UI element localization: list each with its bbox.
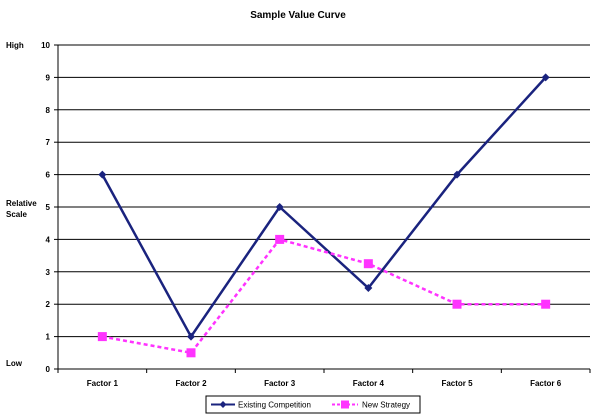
y-tick-label-1: 1 bbox=[46, 333, 51, 342]
side-label-relative: Relative bbox=[6, 199, 37, 208]
y-tick-label-8: 8 bbox=[46, 106, 51, 115]
point-new-strategy-5 bbox=[452, 299, 462, 309]
y-tick-label-6: 6 bbox=[46, 171, 51, 180]
point-new-strategy-6 bbox=[541, 299, 551, 309]
axes bbox=[54, 44, 591, 373]
side-label-high: High bbox=[6, 41, 24, 50]
y-tick-labels: 0 1 2 3 4 5 6 7 8 9 10 bbox=[41, 41, 50, 374]
point-new-strategy-1 bbox=[97, 332, 107, 342]
point-existing-competition-5 bbox=[453, 170, 461, 179]
legend-box bbox=[205, 395, 421, 414]
point-existing-competition-1 bbox=[98, 170, 107, 179]
y-tick-label-10: 10 bbox=[41, 41, 50, 50]
x-tick-label-5: Factor 5 bbox=[441, 379, 473, 388]
x-tick-label-3: Factor 3 bbox=[264, 379, 296, 388]
gridlines bbox=[58, 44, 590, 338]
y-tick-label-4: 4 bbox=[46, 235, 51, 244]
x-tick-labels: Factor 1 Factor 2 Factor 3 Factor 4 Factor 5… bbox=[87, 379, 562, 388]
y-tick-label-9: 9 bbox=[46, 73, 51, 82]
side-label-low: Low bbox=[6, 359, 23, 368]
legend-marker-new-strategy bbox=[341, 400, 349, 409]
x-tick-label-2: Factor 2 bbox=[175, 379, 207, 388]
series-line-existing-competition bbox=[101, 76, 547, 339]
y-tick-label-3: 3 bbox=[46, 268, 51, 277]
series-existing-competition bbox=[98, 73, 550, 341]
point-new-strategy-2 bbox=[186, 348, 196, 358]
point-existing-competition-3 bbox=[275, 203, 284, 211]
point-new-strategy-3 bbox=[275, 234, 285, 244]
legend-label-existing-competition: Existing Competition bbox=[238, 401, 311, 410]
side-label-scale: Scale bbox=[6, 210, 27, 219]
x-tick-label-1: Factor 1 bbox=[87, 379, 119, 388]
legend-marker-existing-competition bbox=[219, 401, 227, 408]
x-tick-label-4: Factor 4 bbox=[353, 379, 385, 388]
y-tick-label-7: 7 bbox=[46, 138, 51, 147]
point-new-strategy-4 bbox=[363, 259, 373, 269]
series-line-new-strategy bbox=[102, 237, 546, 355]
y-tick-label-5: 5 bbox=[46, 203, 51, 212]
legend: Existing Competition New Strategy bbox=[205, 395, 421, 414]
chart-title: Sample Value Curve bbox=[250, 10, 346, 21]
y-tick-label-0: 0 bbox=[46, 365, 51, 374]
point-existing-competition-4 bbox=[364, 284, 373, 292]
point-existing-competition-6 bbox=[541, 73, 550, 82]
point-existing-competition-2 bbox=[187, 332, 195, 341]
series-new-strategy bbox=[97, 234, 551, 358]
legend-label-new-strategy: New Strategy bbox=[362, 401, 410, 410]
y-tick-label-2: 2 bbox=[46, 300, 51, 309]
x-tick-label-6: Factor 6 bbox=[530, 379, 562, 388]
series bbox=[97, 73, 551, 358]
